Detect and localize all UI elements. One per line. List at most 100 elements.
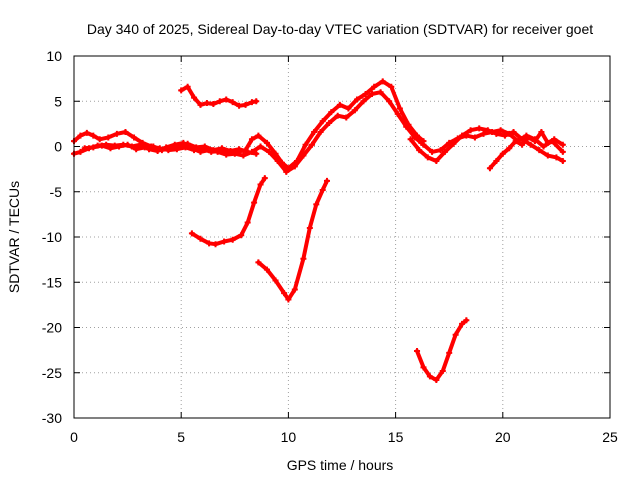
data-point	[113, 130, 120, 137]
data-point	[486, 165, 493, 172]
data-point	[379, 78, 386, 85]
x-tick-label: 0	[70, 429, 78, 445]
data-point	[416, 147, 423, 154]
data-point	[326, 119, 333, 126]
y-tick-label: -30	[42, 410, 62, 426]
data-point	[319, 118, 326, 125]
data-point	[131, 134, 138, 141]
y-tick-label: -10	[42, 229, 62, 245]
data-point	[300, 255, 307, 262]
data-point	[388, 83, 395, 90]
data-point	[203, 100, 210, 107]
data-point	[176, 143, 183, 150]
data-point	[251, 199, 258, 206]
data-point	[201, 143, 208, 150]
data-point	[311, 129, 318, 136]
x-tick-label: 20	[495, 429, 511, 445]
series-track-5	[188, 175, 268, 248]
series-track-6	[255, 177, 330, 303]
series-track-4	[178, 83, 260, 109]
data-point	[484, 127, 491, 134]
ticks: 0 5 10 15 20 25 -30 -25 -20 -15 -10 -5 0 5 10	[42, 48, 618, 445]
data-point	[371, 83, 378, 90]
data-point	[141, 144, 148, 151]
data-point	[223, 151, 230, 158]
data-point	[83, 129, 90, 136]
data-point	[206, 240, 213, 247]
y-tick-label: 5	[54, 93, 62, 109]
data-point	[439, 367, 446, 374]
data-point	[429, 148, 436, 155]
data-point	[236, 146, 243, 153]
data-point	[437, 147, 444, 154]
data-point	[336, 101, 343, 108]
data-point	[351, 107, 358, 114]
data-point	[426, 373, 433, 380]
y-tick-label: 10	[46, 48, 62, 64]
data-point	[377, 89, 384, 96]
data-point	[467, 127, 474, 134]
data-point	[253, 150, 260, 157]
x-tick-label: 10	[281, 429, 297, 445]
data-point	[216, 98, 223, 105]
data-point	[544, 152, 551, 159]
data-point	[317, 129, 324, 136]
data-point	[519, 141, 526, 148]
data-point	[536, 147, 543, 154]
data-point	[229, 236, 236, 243]
data-point	[403, 123, 410, 130]
data-point	[116, 143, 123, 150]
data-point	[218, 145, 225, 152]
data-point	[242, 101, 249, 108]
data-point	[450, 140, 457, 147]
data-point	[424, 154, 431, 161]
data-point	[81, 145, 88, 152]
data-point	[420, 364, 427, 371]
x-tick-label: 15	[388, 429, 404, 445]
data-point	[308, 141, 315, 148]
data-point	[459, 320, 466, 327]
data-point	[441, 148, 448, 155]
data-point	[334, 112, 341, 119]
data-point	[480, 130, 487, 137]
data-point	[369, 91, 376, 98]
data-point	[98, 142, 105, 149]
data-point	[188, 230, 195, 237]
data-point	[221, 238, 228, 245]
data-point	[499, 150, 506, 157]
data-point	[253, 98, 260, 105]
data-point	[360, 98, 367, 105]
data-point	[184, 83, 191, 90]
data-point	[313, 201, 320, 208]
data-point	[328, 109, 335, 116]
data-point	[210, 100, 217, 107]
data-point	[124, 141, 131, 148]
data-point	[291, 286, 298, 293]
y-tick-label: -20	[42, 320, 62, 336]
data-point	[323, 177, 330, 184]
data-point	[266, 148, 273, 155]
series-track-8	[407, 125, 566, 164]
series-track-3	[81, 140, 260, 157]
data-point	[343, 114, 350, 121]
x-axis-label: GPS time / hours	[287, 457, 394, 473]
data-point	[525, 134, 532, 141]
data-point	[433, 376, 440, 383]
data-point	[463, 317, 470, 324]
data-point	[77, 132, 84, 139]
data-point	[122, 129, 129, 136]
data-point	[255, 259, 262, 266]
grid	[74, 56, 610, 418]
data-point	[538, 129, 545, 136]
data-point	[212, 241, 219, 248]
data-point	[544, 139, 551, 146]
y-tick-label: -15	[42, 274, 62, 290]
data-point	[285, 296, 292, 303]
series-layer	[71, 78, 566, 383]
series-track-9	[486, 129, 566, 172]
data-point	[272, 277, 279, 284]
data-point	[414, 348, 421, 355]
data-point	[227, 148, 234, 155]
